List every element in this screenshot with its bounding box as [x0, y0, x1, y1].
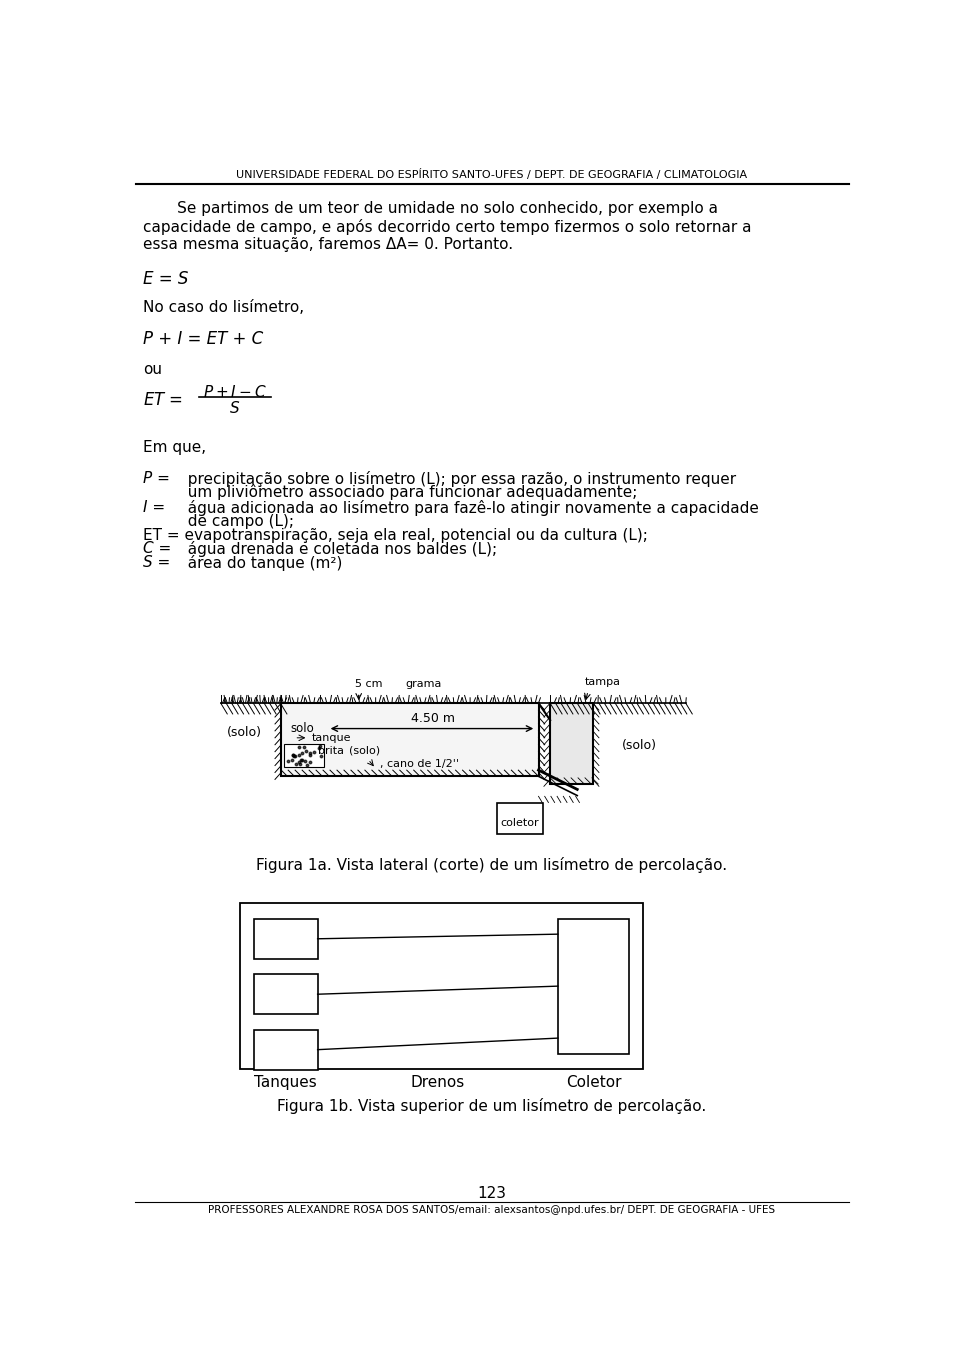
Bar — [254, 919, 318, 959]
Text: Drenos: Drenos — [411, 1075, 465, 1090]
Text: 5 cm: 5 cm — [355, 680, 382, 689]
Bar — [497, 803, 543, 834]
Text: C =: C = — [143, 542, 172, 557]
Text: de campo (L);: de campo (L); — [179, 514, 294, 529]
Bar — [240, 903, 643, 1068]
Text: Coletor: Coletor — [565, 1075, 621, 1090]
Text: coletor: coletor — [500, 818, 540, 828]
Text: UNIVERSIDADE FEDERAL DO ESPÍRITO SANTO-UFES / DEPT. DE GEOGRAFIA / CLIMATOLOGIA: UNIVERSIDADE FEDERAL DO ESPÍRITO SANTO-U… — [236, 168, 748, 179]
Bar — [550, 703, 592, 784]
Text: Figura 1a. Vista lateral (corte) de um lisímetro de percolação.: Figura 1a. Vista lateral (corte) de um l… — [256, 858, 728, 873]
Text: (solo): (solo) — [227, 726, 261, 739]
Text: 4.50 m: 4.50 m — [411, 711, 455, 725]
Text: água adicionada ao lisímetro para fazê-lo atingir novamente a capacidade: água adicionada ao lisímetro para fazê-l… — [179, 499, 759, 516]
Bar — [283, 744, 324, 767]
Text: $ET$ =: $ET$ = — [143, 391, 183, 409]
Text: I =: I = — [143, 499, 165, 514]
Text: P + I = ET + C: P + I = ET + C — [143, 330, 263, 347]
Text: água drenada e coletada nos baldes (L);: água drenada e coletada nos baldes (L); — [179, 542, 497, 558]
Text: ET = evapotranspiração, seja ela real, potencial ou da cultura (L);: ET = evapotranspiração, seja ela real, p… — [143, 528, 648, 543]
Text: E = S: E = S — [143, 271, 188, 289]
Text: tampa: tampa — [585, 677, 621, 687]
Text: 123: 123 — [477, 1186, 507, 1201]
Text: área do tanque (m²): área do tanque (m²) — [179, 555, 343, 572]
Text: precipitação sobre o lisímetro (L); por essa razão, o instrumento requer: precipitação sobre o lisímetro (L); por … — [179, 471, 736, 487]
Text: um pliviômetro associado para funcionar adequadamente;: um pliviômetro associado para funcionar … — [179, 484, 637, 501]
Text: $S$: $S$ — [229, 399, 240, 416]
Text: , cano de 1/2'': , cano de 1/2'' — [379, 759, 459, 769]
Text: $P + I - C$: $P + I - C$ — [203, 383, 267, 399]
Text: Tanques: Tanques — [254, 1075, 317, 1090]
Text: (solo): (solo) — [348, 746, 380, 757]
Text: Em que,: Em que, — [143, 440, 206, 454]
Bar — [558, 919, 629, 1053]
Bar — [281, 703, 539, 776]
Text: grama: grama — [405, 680, 442, 689]
Text: brita: brita — [318, 746, 344, 757]
Text: No caso do lisímetro,: No caso do lisímetro, — [143, 301, 304, 316]
Text: (solo): (solo) — [622, 739, 657, 752]
Text: Se partimos de um teor de umidade no solo conhecido, por exemplo a
capacidade de: Se partimos de um teor de umidade no sol… — [143, 201, 752, 252]
Bar — [254, 1030, 318, 1070]
Text: tanque: tanque — [311, 733, 351, 743]
Bar — [254, 974, 318, 1014]
Text: ou: ou — [143, 363, 162, 378]
Text: S =: S = — [143, 555, 171, 570]
Text: P =: P = — [143, 471, 170, 486]
Text: PROFESSORES ALEXANDRE ROSA DOS SANTOS/email: alexsantos@npd.ufes.br/ DEPT. DE GE: PROFESSORES ALEXANDRE ROSA DOS SANTOS/em… — [208, 1205, 776, 1215]
Text: solo: solo — [291, 722, 314, 735]
Text: Figura 1b. Vista superior de um lisímetro de percolação.: Figura 1b. Vista superior de um lisímetr… — [277, 1099, 707, 1114]
